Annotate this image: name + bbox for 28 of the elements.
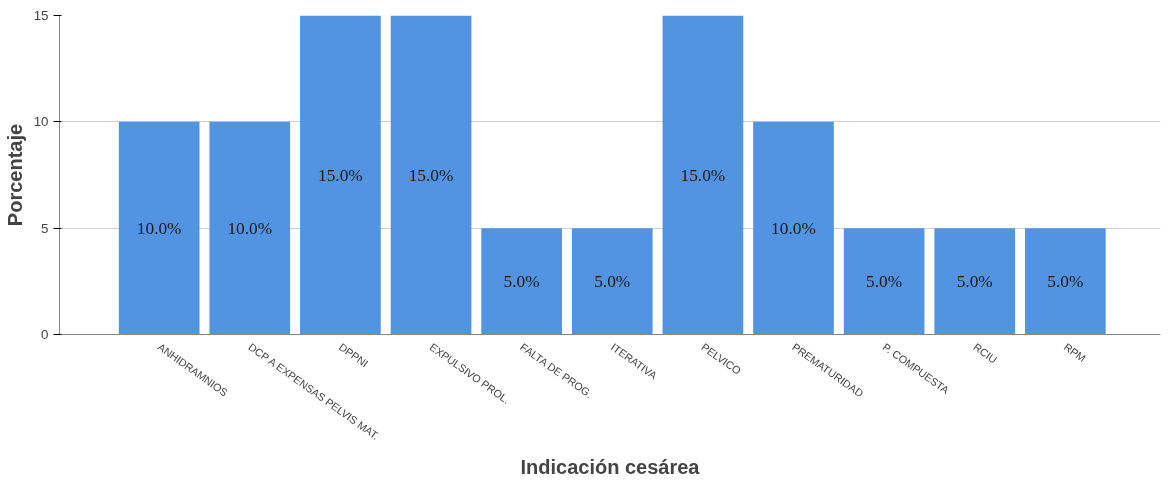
data-label: 10.0%: [227, 218, 273, 238]
data-label: 15.0%: [680, 165, 726, 185]
bar: [118, 121, 200, 335]
y-tick-label: 5: [41, 220, 49, 236]
data-label: 10.0%: [136, 218, 182, 238]
bar: [753, 121, 834, 335]
x-axis-title: Indicación cesárea: [520, 455, 701, 478]
y-axis-title: Porcentaje: [3, 123, 26, 227]
y-tick-label: 10: [33, 114, 49, 130]
data-label: 15.0%: [408, 165, 454, 185]
bar: [390, 15, 472, 335]
data-label: 5.0%: [594, 271, 631, 291]
bar: [662, 15, 744, 335]
bar: [1025, 228, 1106, 335]
y-tick-label: 15: [33, 8, 49, 23]
bar: [300, 15, 381, 335]
data-label: 10.0%: [771, 218, 816, 238]
bar: [843, 228, 925, 335]
bar: [209, 121, 291, 335]
data-label: 5.0%: [503, 271, 540, 291]
data-label: 15.0%: [318, 165, 363, 185]
bar: [571, 228, 653, 335]
data-label: 5.0%: [956, 271, 993, 291]
data-label: 5.0%: [866, 271, 903, 291]
data-label: 5.0%: [1047, 271, 1084, 291]
bar: [934, 228, 1016, 335]
y-tick-label: 0: [41, 327, 49, 342]
bar: [481, 228, 562, 335]
